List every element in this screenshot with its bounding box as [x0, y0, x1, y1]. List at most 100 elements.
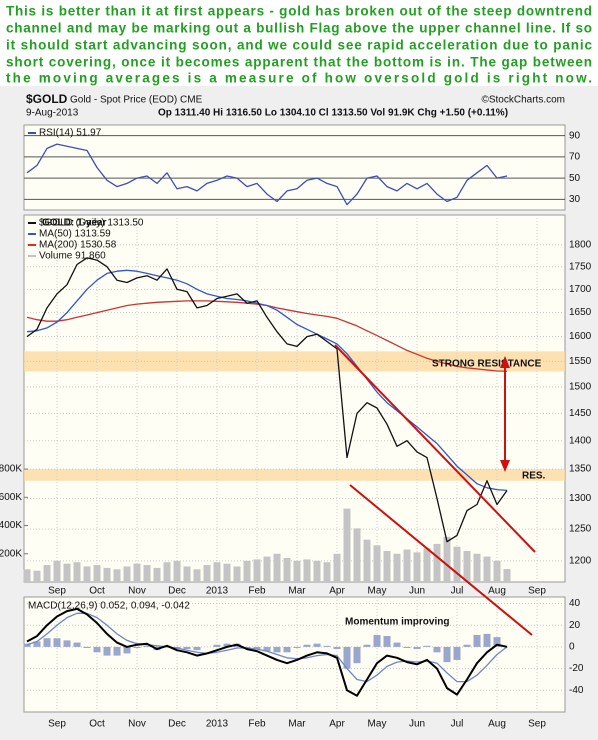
bar	[463, 550, 471, 582]
arrow-head	[500, 356, 510, 368]
bar	[133, 646, 141, 648]
bar	[423, 548, 431, 582]
bar	[73, 642, 81, 647]
bar	[433, 543, 441, 582]
bar	[223, 643, 231, 647]
bar	[53, 638, 61, 647]
bar	[83, 646, 91, 648]
bar	[193, 569, 201, 582]
y-tick-label: 1550	[569, 356, 592, 367]
bar	[113, 646, 121, 656]
bar	[473, 553, 481, 582]
commentary-line: the moving averages is a measure of how …	[6, 71, 592, 86]
series-line	[26, 607, 508, 697]
bar	[413, 552, 421, 582]
x-tick-label: May	[368, 719, 387, 730]
panel	[23, 124, 566, 211]
bar	[253, 559, 261, 582]
y2-tick-label: 400K	[0, 520, 22, 531]
bar	[473, 634, 481, 647]
legend-entry: $GOLD (Daily) 1313.50	[39, 218, 144, 229]
bar	[393, 553, 401, 582]
y2-tick-label: 800K	[0, 464, 22, 475]
bar	[353, 646, 361, 664]
x-tick-label: Jul	[451, 586, 464, 597]
bar	[433, 646, 441, 653]
chart-layer: 30 50 70 90 RSI(14) 51.97 Sep Oct Nov Dec 2013 Feb…	[0, 124, 592, 730]
bar	[323, 645, 331, 647]
bar	[383, 550, 391, 582]
x-tick-label: Jun	[409, 719, 425, 730]
bar	[53, 560, 61, 582]
bar	[333, 553, 341, 582]
bar	[233, 566, 241, 582]
bar	[493, 637, 501, 647]
x-tick-label: Feb	[248, 719, 266, 730]
bar	[253, 646, 261, 650]
x-tick-label: Sep	[528, 586, 546, 597]
commentary-line: channel and may be marking out a bullish…	[6, 21, 592, 36]
y-tick-label: 1750	[569, 261, 592, 272]
bar	[453, 546, 461, 582]
bar	[193, 646, 201, 651]
bar	[73, 562, 81, 582]
bar	[213, 562, 221, 582]
bar	[283, 558, 291, 582]
y-tick-label: 1400	[569, 435, 592, 446]
x-tick-label: Sep	[48, 719, 66, 730]
series-line	[26, 269, 508, 492]
y-tick-label: 1800	[569, 239, 592, 250]
bar	[453, 646, 461, 660]
y-tick-label: 1250	[569, 524, 592, 535]
bar	[313, 643, 321, 647]
bar	[343, 508, 351, 582]
panel	[23, 596, 566, 713]
x-tick-label: 2013	[206, 719, 229, 730]
bar	[343, 646, 351, 669]
bar	[93, 565, 101, 582]
date: 9-Aug-2013	[26, 108, 79, 119]
bar	[353, 528, 361, 582]
y-tick-label: 30	[569, 194, 581, 205]
bar	[123, 646, 131, 654]
x-tick-label: Oct	[89, 719, 105, 730]
source: ©StockCharts.com	[481, 95, 565, 106]
bar	[153, 567, 161, 582]
upper-channel-line	[334, 344, 536, 553]
bar	[133, 563, 141, 582]
bar	[283, 646, 291, 653]
x-tick-label: Apr	[329, 586, 345, 597]
bar	[503, 569, 511, 582]
annotation: GOLD: 1-year	[42, 218, 107, 229]
y-tick-label: -20	[569, 663, 584, 674]
bar	[313, 560, 321, 582]
bar	[213, 644, 221, 647]
bar	[463, 644, 471, 647]
bar	[103, 646, 111, 656]
bar	[63, 640, 71, 647]
bar	[223, 563, 231, 582]
legend-entry: Volume 91,860	[39, 251, 106, 262]
legend-entry: MA(50) 1313.59	[39, 229, 111, 240]
y-tick-label: 1350	[569, 464, 592, 475]
x-tick-label: Feb	[248, 586, 266, 597]
y2-tick-label: 600K	[0, 492, 22, 503]
bar	[303, 559, 311, 582]
bar	[23, 569, 31, 582]
x-tick-label: Aug	[488, 719, 506, 730]
x-tick-label: Dec	[168, 586, 186, 597]
bar	[493, 560, 501, 582]
bar	[63, 563, 71, 582]
legend-entry: RSI(14) 51.97	[39, 128, 102, 139]
y-tick-label: 1300	[569, 493, 592, 504]
instrument-name: Gold - Spot Price (EOD) CME	[70, 95, 203, 106]
commentary-line: short covering, once it becomes apparent…	[6, 55, 592, 70]
legend-entry: MA(200) 1530.58	[39, 240, 117, 251]
series-line	[26, 143, 508, 206]
bar	[483, 633, 491, 647]
x-tick-label: Sep	[528, 719, 546, 730]
bar	[363, 539, 371, 582]
bar	[383, 636, 391, 647]
bar	[123, 566, 131, 582]
